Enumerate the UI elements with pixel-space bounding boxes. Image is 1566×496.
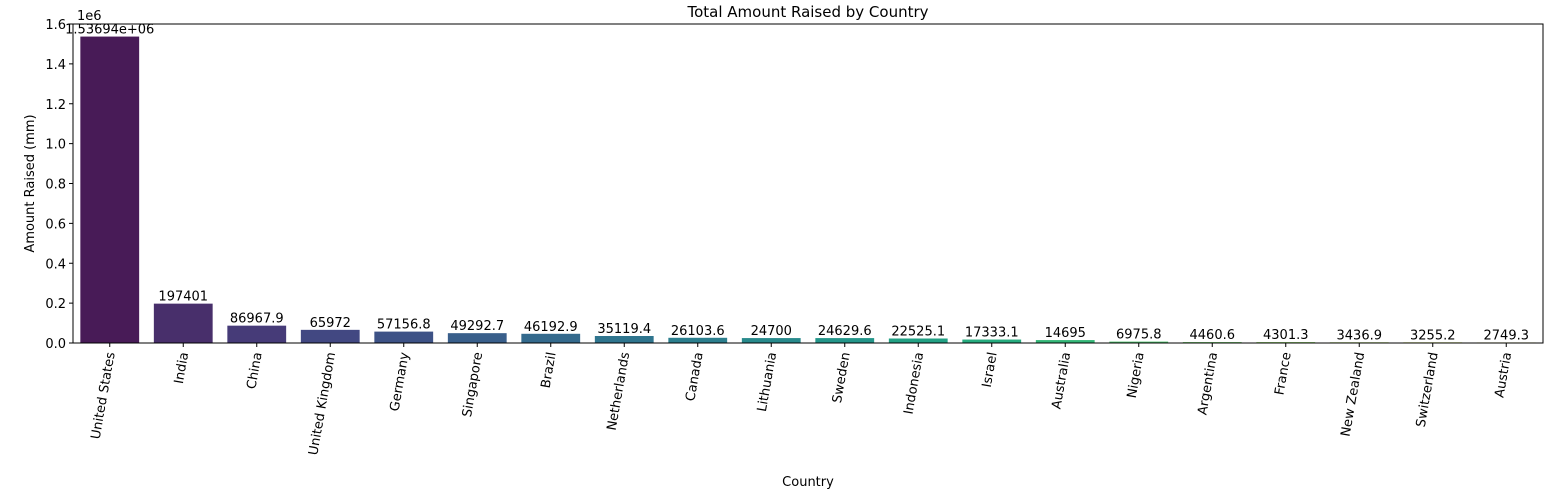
y-tick-label: 0.2 bbox=[45, 297, 66, 312]
x-tick-label: Argentina bbox=[1195, 351, 1221, 416]
x-tick-label: United Kingdom bbox=[306, 351, 339, 456]
bar-2 bbox=[227, 325, 287, 343]
x-tick-label: Netherlands bbox=[605, 351, 634, 432]
y-tick-label: 1.2 bbox=[45, 98, 66, 113]
x-tick-label: United States bbox=[89, 351, 119, 441]
chart-title: Total Amount Raised by Country bbox=[686, 3, 928, 21]
x-tick-label: Nigeria bbox=[1125, 351, 1148, 399]
bar-13 bbox=[1035, 340, 1095, 343]
y-tick-label: 1.6 bbox=[45, 18, 66, 33]
bar-12 bbox=[962, 339, 1022, 343]
x-tick-label: Brazil bbox=[539, 351, 560, 389]
bar-value-label: 14695 bbox=[1045, 326, 1086, 341]
bar-value-label: 49292.7 bbox=[450, 319, 504, 334]
bar-value-label: 26103.6 bbox=[671, 324, 725, 339]
bar-7 bbox=[594, 335, 654, 343]
bar-value-label: 57156.8 bbox=[377, 318, 431, 333]
y-offset-text: 1e6 bbox=[77, 9, 102, 24]
bar-value-label: 24700 bbox=[751, 324, 792, 339]
x-tick-label: Australia bbox=[1049, 351, 1074, 410]
bar-value-label: 35119.4 bbox=[597, 322, 651, 337]
x-tick-label: Indonesia bbox=[901, 351, 927, 416]
bar-value-label: 4460.6 bbox=[1190, 328, 1236, 343]
x-tick-label: Lithuania bbox=[755, 351, 780, 413]
bar-11 bbox=[888, 338, 948, 343]
y-tick-label: 1.4 bbox=[45, 58, 66, 73]
x-tick-label: Israel bbox=[980, 351, 1001, 389]
y-tick-label: 0.8 bbox=[45, 178, 66, 193]
x-tick-label: India bbox=[172, 351, 192, 385]
bar-14 bbox=[1109, 341, 1169, 343]
y-tick-label: 0.4 bbox=[45, 257, 66, 272]
bar-value-label: 86967.9 bbox=[230, 312, 284, 327]
bar-value-label: 65972 bbox=[310, 316, 351, 331]
bar-value-label: 6975.8 bbox=[1116, 328, 1162, 343]
bar-value-label: 22525.1 bbox=[891, 325, 945, 340]
plot-frame bbox=[72, 23, 1544, 344]
bar-4 bbox=[374, 331, 434, 343]
bar-value-label: 1.53694e+06 bbox=[65, 23, 154, 38]
y-axis-label: Amount Raised (mm) bbox=[23, 114, 38, 252]
bar-value-label: 3436.9 bbox=[1337, 328, 1383, 343]
bar-value-label: 4301.3 bbox=[1263, 328, 1309, 343]
bar-value-label: 3255.2 bbox=[1410, 328, 1456, 343]
bar-3 bbox=[300, 329, 360, 343]
x-tick-label: Switzerland bbox=[1414, 351, 1442, 428]
x-axis-label: Country bbox=[782, 475, 834, 490]
x-ticks-group: United States India China United Kingdom Ger… bbox=[89, 343, 1515, 456]
bar-1 bbox=[153, 303, 213, 343]
x-tick-label: Singapore bbox=[460, 351, 486, 418]
bar-6 bbox=[521, 333, 581, 343]
bar-0 bbox=[80, 36, 140, 344]
bar-5 bbox=[447, 333, 507, 343]
bar-value-label: 24629.6 bbox=[818, 324, 872, 339]
bar-labels-group: 1.53694e+06 197401 86967.9 65972 57156.8 4929… bbox=[65, 23, 1529, 344]
bar-value-label: 197401 bbox=[158, 290, 208, 305]
x-tick-label: Sweden bbox=[830, 351, 854, 404]
bar-8 bbox=[668, 337, 728, 343]
y-tick-label: 0.6 bbox=[45, 217, 66, 232]
bar-value-label: 2749.3 bbox=[1484, 328, 1530, 343]
x-tick-label: Germany bbox=[388, 351, 413, 413]
bar-value-label: 17333.1 bbox=[965, 326, 1019, 341]
y-tick-label: 0.0 bbox=[45, 337, 66, 352]
x-tick-label: China bbox=[244, 351, 265, 390]
bar-9 bbox=[741, 338, 801, 343]
y-tick-label: 1.0 bbox=[45, 138, 66, 153]
x-tick-label: France bbox=[1272, 351, 1294, 396]
bar-10 bbox=[815, 338, 875, 343]
bars-group bbox=[80, 36, 1536, 344]
x-tick-label: New Zealand bbox=[1339, 351, 1369, 438]
x-tick-label: Austria bbox=[1492, 351, 1515, 399]
x-tick-label: Canada bbox=[683, 351, 706, 402]
bar-value-label: 46192.9 bbox=[524, 320, 578, 335]
y-ticks-group: 0.0 0.2 0.4 0.6 0.8 1.0 1.2 1.4 1.6 bbox=[45, 18, 73, 352]
